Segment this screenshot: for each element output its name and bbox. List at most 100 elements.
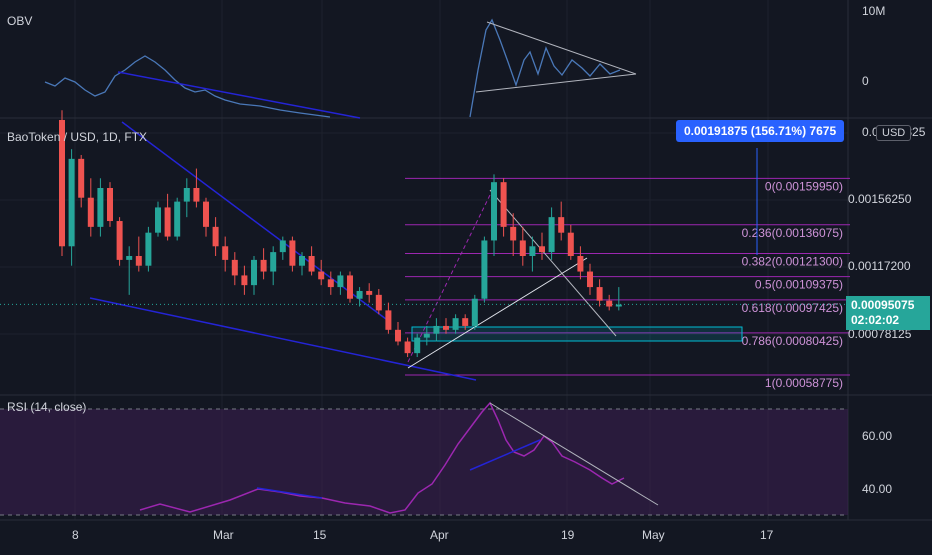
candle-body bbox=[222, 246, 229, 260]
obv-line bbox=[44, 55, 331, 118]
candle-body bbox=[155, 207, 161, 233]
candle-body bbox=[558, 217, 565, 233]
measure-tooltip: 0.00191875 (156.71%) 7675 bbox=[676, 120, 845, 142]
support-zone-box bbox=[411, 326, 743, 342]
candle-body bbox=[183, 188, 190, 202]
x-axis-label: Mar bbox=[213, 528, 234, 542]
candle-body bbox=[587, 271, 593, 288]
x-axis-label: 17 bbox=[760, 528, 774, 542]
candle-body bbox=[462, 318, 469, 326]
candle-body bbox=[251, 259, 257, 286]
candle-body bbox=[414, 337, 421, 354]
x-axis-label: 8 bbox=[72, 528, 79, 542]
price-axis-label: 0.00156250 bbox=[848, 192, 912, 206]
currency-badge[interactable]: USD bbox=[876, 125, 912, 141]
candle-body bbox=[404, 341, 411, 354]
candle-body bbox=[107, 188, 113, 222]
candle-body bbox=[529, 246, 536, 256]
candle-body bbox=[59, 120, 65, 247]
price-axis-label: 0.00117200 bbox=[848, 259, 911, 273]
candle-body bbox=[606, 300, 613, 307]
candle-body bbox=[78, 158, 85, 198]
candle-body bbox=[318, 271, 325, 280]
rsi-trendline bbox=[469, 439, 541, 471]
obv-axis-label-zero: 0 bbox=[862, 74, 869, 88]
obv-triangle-line bbox=[486, 21, 637, 75]
candle-body bbox=[519, 240, 526, 256]
support-trendline bbox=[407, 257, 588, 369]
candle-body bbox=[279, 240, 286, 253]
countdown-timer: 02:02:02 bbox=[851, 313, 900, 327]
candle-body bbox=[289, 240, 296, 266]
rsi-axis-label-60: 60.00 bbox=[862, 429, 893, 443]
obv-axis-label-top: 10M bbox=[862, 4, 886, 18]
candle-body bbox=[97, 188, 104, 227]
candle-body bbox=[423, 333, 430, 338]
fib-level-label: 0.382(0.00121300) bbox=[742, 254, 843, 268]
symbol-title[interactable]: BaoToken / USD, 1D, FTX bbox=[7, 130, 148, 144]
x-axis-label: May bbox=[642, 528, 665, 542]
obv-trendline bbox=[117, 71, 361, 119]
obv-title: OBV bbox=[7, 14, 33, 28]
candle-body bbox=[596, 287, 603, 301]
candle-body bbox=[68, 158, 75, 247]
candle-body bbox=[193, 188, 200, 202]
candle-body bbox=[443, 325, 449, 330]
candle-body bbox=[241, 275, 248, 286]
candle-body bbox=[174, 201, 181, 237]
candle-body bbox=[231, 259, 238, 276]
candle-body bbox=[500, 182, 507, 227]
candle-body bbox=[356, 290, 363, 299]
rsi-title: RSI (14, close) bbox=[7, 400, 87, 414]
candle-body bbox=[299, 256, 305, 266]
candle-body bbox=[433, 325, 440, 334]
candle-body bbox=[481, 240, 488, 299]
fib-level-label: 0.786(0.00080425) bbox=[742, 334, 843, 348]
candle-body bbox=[567, 232, 574, 256]
rsi-trendline bbox=[256, 487, 323, 499]
candle-body bbox=[385, 310, 392, 330]
candle-body bbox=[347, 275, 353, 299]
candle-body bbox=[126, 256, 133, 260]
candle-body bbox=[270, 252, 277, 272]
candle-body bbox=[615, 304, 622, 307]
candle-body bbox=[337, 275, 344, 288]
obv-triangle-line bbox=[475, 73, 637, 93]
candle-body bbox=[260, 259, 267, 272]
candle-body bbox=[452, 318, 459, 330]
candle-body bbox=[395, 329, 401, 342]
x-axis-label: 15 bbox=[313, 528, 327, 542]
fib-level-label: 0.618(0.00097425) bbox=[742, 301, 843, 315]
last-price-badge: 0.00095075 02:02:02 bbox=[846, 296, 930, 330]
candle-body bbox=[577, 256, 584, 272]
candle-body bbox=[510, 226, 517, 241]
wedge-upper-trendline bbox=[121, 121, 391, 323]
rsi-trendline bbox=[489, 402, 659, 506]
candle-body bbox=[308, 256, 315, 272]
x-axis-label: Apr bbox=[430, 528, 449, 542]
candle-body bbox=[116, 221, 123, 260]
fib-level-label: 0.236(0.00136075) bbox=[742, 226, 843, 240]
obv-line bbox=[469, 18, 621, 118]
candle-body bbox=[212, 226, 219, 247]
price-axis-label: 0.00078125 bbox=[848, 327, 912, 341]
candle-body bbox=[491, 182, 497, 241]
candle-body bbox=[87, 197, 94, 227]
candle-body bbox=[145, 232, 152, 266]
candle-body bbox=[539, 246, 545, 253]
fib-level-label: 0(0.00159950) bbox=[765, 179, 843, 193]
rsi-band bbox=[0, 409, 848, 515]
x-axis-label: 19 bbox=[561, 528, 575, 542]
candle-body bbox=[203, 201, 209, 227]
candle-body bbox=[548, 217, 555, 253]
fib-level-label: 1(0.00058775) bbox=[765, 376, 843, 390]
candle-body bbox=[164, 207, 171, 237]
candle-body bbox=[375, 294, 382, 311]
candle-body bbox=[471, 298, 478, 326]
candle-body bbox=[135, 256, 142, 266]
rsi-axis-label-40: 40.00 bbox=[862, 482, 893, 496]
fib-level-label: 0.5(0.00109375) bbox=[755, 278, 843, 292]
last-price-value: 0.00095075 bbox=[851, 298, 915, 312]
